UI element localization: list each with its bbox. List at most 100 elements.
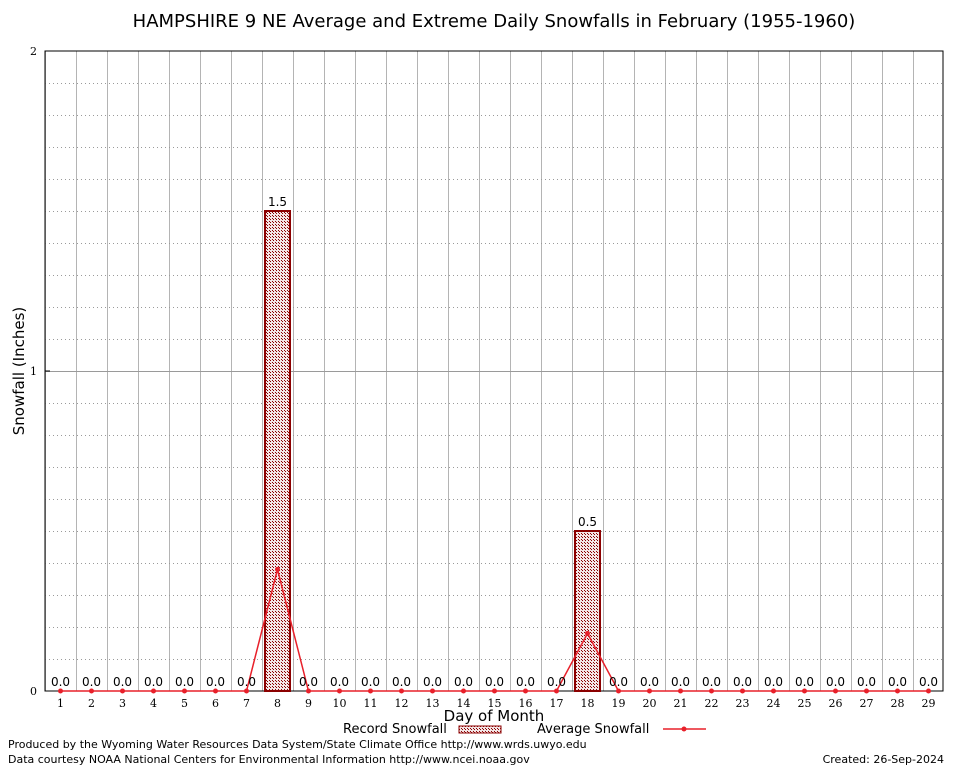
average-snowfall-point xyxy=(399,688,404,694)
y-axis-ticks: 0 1 2 xyxy=(30,45,50,698)
record-value-label: 0.0 xyxy=(237,675,256,689)
record-value-label: 0.0 xyxy=(919,675,938,689)
record-snowfall-bars xyxy=(264,210,601,692)
average-snowfall-point xyxy=(58,688,63,694)
x-tick-label: 5 xyxy=(181,697,188,710)
y-tick-label: 1 xyxy=(30,365,37,378)
average-snowfall-point xyxy=(895,688,900,694)
x-tick-label: 20 xyxy=(643,697,657,710)
average-snowfall-point xyxy=(306,688,311,694)
y-tick-label: 0 xyxy=(30,685,37,698)
average-snowfall-point xyxy=(647,688,652,694)
x-tick-label: 25 xyxy=(798,697,812,710)
x-tick-label: 19 xyxy=(612,697,626,710)
average-snowfall-line xyxy=(58,566,931,694)
average-snowfall-point xyxy=(709,688,714,694)
x-tick-label: 6 xyxy=(212,697,219,710)
average-snowfall-point xyxy=(368,688,373,694)
x-tick-label: 11 xyxy=(364,697,378,710)
record-snowfall-bar xyxy=(574,530,601,692)
record-value-label: 0.0 xyxy=(547,675,566,689)
average-snowfall-polyline xyxy=(60,569,929,692)
legend: Record Snowfall Average Snowfall xyxy=(343,722,706,737)
x-tick-label: 14 xyxy=(457,697,471,710)
record-value-label: 0.0 xyxy=(609,675,628,689)
record-value-label: 0.0 xyxy=(454,675,473,689)
average-snowfall-point xyxy=(89,688,94,694)
x-tick-label: 7 xyxy=(243,697,250,710)
legend-record-label: Record Snowfall xyxy=(343,722,447,737)
record-value-label: 0.0 xyxy=(51,675,70,689)
legend-average-marker xyxy=(681,726,687,732)
data-labels: 0.0 0.0 0.0 0.0 0.0 0.0 0.0 1.5 0.0 0.0 0.0 0.0 0.0 0… xyxy=(51,195,938,689)
x-axis-label: Day of Month xyxy=(444,707,545,725)
record-value-label: 0.0 xyxy=(702,675,721,689)
average-snowfall-point xyxy=(120,688,125,694)
legend-average-label: Average Snowfall xyxy=(537,722,649,737)
chart-title: HAMPSHIRE 9 NE Average and Extreme Daily… xyxy=(133,11,856,32)
x-tick-label: 8 xyxy=(274,697,281,710)
average-snowfall-point xyxy=(771,688,776,694)
record-value-label: 0.0 xyxy=(733,675,752,689)
record-value-label: 0.5 xyxy=(578,515,597,529)
record-value-label: 0.0 xyxy=(764,675,783,689)
record-value-label: 0.0 xyxy=(795,675,814,689)
record-value-label: 0.0 xyxy=(857,675,876,689)
record-value-label: 0.0 xyxy=(113,675,132,689)
x-tick-label: 24 xyxy=(767,697,781,710)
x-tick-label: 3 xyxy=(119,697,126,710)
x-tick-label: 1 xyxy=(57,697,64,710)
record-value-label: 0.0 xyxy=(423,675,442,689)
legend-record-swatch xyxy=(458,725,502,734)
average-snowfall-point xyxy=(802,688,807,694)
average-snowfall-point xyxy=(864,688,869,694)
footer-produced-by: Produced by the Wyoming Water Resources … xyxy=(8,738,587,751)
record-snowfall-bar xyxy=(264,210,291,692)
average-snowfall-point xyxy=(213,688,218,694)
average-snowfall-point xyxy=(678,688,683,694)
average-snowfall-point xyxy=(244,688,249,694)
footer-created-date: Created: 26-Sep-2024 xyxy=(823,753,944,766)
record-value-label: 0.0 xyxy=(640,675,659,689)
average-snowfall-point xyxy=(523,688,528,694)
average-snowfall-point xyxy=(151,688,156,694)
footer-data-courtesy: Data courtesy NOAA National Centers for … xyxy=(8,753,530,766)
x-tick-label: 29 xyxy=(922,697,936,710)
x-tick-label: 15 xyxy=(488,697,502,710)
average-snowfall-point xyxy=(926,688,931,694)
average-snowfall-point xyxy=(461,688,466,694)
record-value-label: 0.0 xyxy=(206,675,225,689)
record-value-label: 0.0 xyxy=(175,675,194,689)
average-snowfall-point xyxy=(833,688,838,694)
average-snowfall-point xyxy=(616,688,621,694)
average-snowfall-point xyxy=(337,688,342,694)
x-axis-ticks: 1 2 3 4 5 6 7 8 9 10 11 12 13 14 15 16 17 18 19 20 21 22 23 24 2… xyxy=(57,697,936,710)
average-snowfall-point xyxy=(275,566,280,572)
x-tick-label: 4 xyxy=(150,697,157,710)
x-tick-label: 18 xyxy=(581,697,595,710)
average-snowfall-point xyxy=(740,688,745,694)
record-value-label: 1.5 xyxy=(268,195,287,209)
y-axis-label: Snowfall (Inches) xyxy=(10,307,28,435)
grid-lines xyxy=(45,51,943,691)
y-tick-label: 2 xyxy=(30,45,37,58)
x-tick-label: 27 xyxy=(860,697,874,710)
record-value-label: 0.0 xyxy=(392,675,411,689)
average-snowfall-point xyxy=(492,688,497,694)
x-tick-label: 12 xyxy=(395,697,409,710)
record-value-label: 0.0 xyxy=(485,675,504,689)
x-tick-label: 21 xyxy=(674,697,688,710)
average-snowfall-point xyxy=(182,688,187,694)
x-tick-label: 22 xyxy=(705,697,719,710)
record-value-label: 0.0 xyxy=(299,675,318,689)
x-tick-label: 23 xyxy=(736,697,750,710)
x-tick-label: 28 xyxy=(891,697,905,710)
x-tick-label: 16 xyxy=(519,697,533,710)
record-value-label: 0.0 xyxy=(144,675,163,689)
record-value-label: 0.0 xyxy=(888,675,907,689)
x-tick-label: 9 xyxy=(305,697,312,710)
record-value-label: 0.0 xyxy=(826,675,845,689)
record-value-label: 0.0 xyxy=(516,675,535,689)
record-value-label: 0.0 xyxy=(82,675,101,689)
